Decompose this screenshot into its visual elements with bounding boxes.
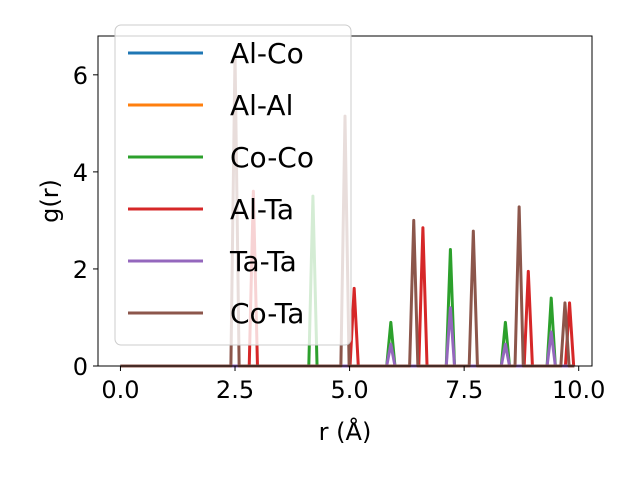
legend: Al-Co Al-Al Co-Co Al-Ta Ta-Ta Co-Ta xyxy=(114,24,352,346)
axis-ticks: 0.0 2.5 5.0 7.5 10.0 0 2 4 6 xyxy=(73,62,606,404)
y-axis-label: g(r) xyxy=(36,179,64,223)
x-axis-label: r (Å) xyxy=(319,417,372,446)
y-tick-label: 4 xyxy=(73,159,88,187)
legend-label-al-co: Al-Co xyxy=(230,37,304,70)
legend-label-al-al: Al-Al xyxy=(230,89,293,122)
legend-label-ta-ta: Ta-Ta xyxy=(229,245,297,278)
y-tick-label: 2 xyxy=(73,256,88,284)
y-tick-label: 0 xyxy=(73,353,88,381)
x-tick-label: 7.5 xyxy=(445,376,483,404)
legend-label-al-ta: Al-Ta xyxy=(230,193,294,226)
x-tick-label: 0.0 xyxy=(101,376,139,404)
x-tick-label: 2.5 xyxy=(216,376,254,404)
x-tick-label: 5.0 xyxy=(330,376,368,404)
y-tick-label: 6 xyxy=(73,62,88,90)
x-tick-label: 10.0 xyxy=(552,376,605,404)
legend-label-co-co: Co-Co xyxy=(230,141,314,174)
legend-label-co-ta: Co-Ta xyxy=(230,297,304,330)
